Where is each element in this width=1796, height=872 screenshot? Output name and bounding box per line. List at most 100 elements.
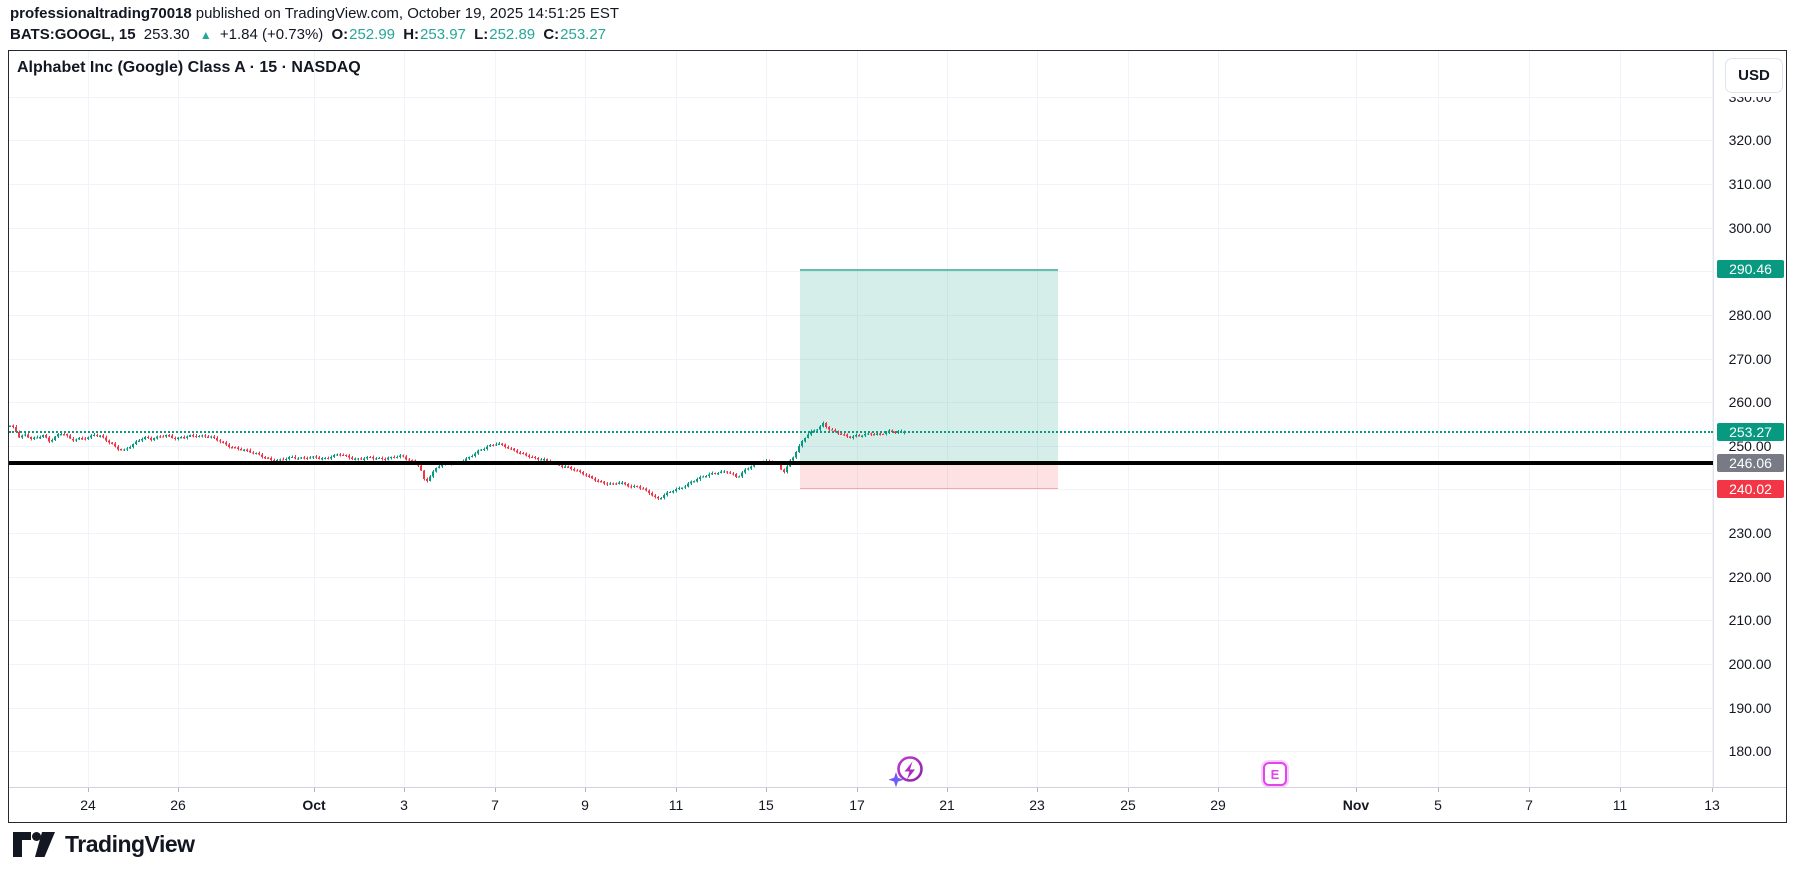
chart-widget[interactable]: Alphabet Inc (Google) Class A · 15 · NAS… [8,50,1787,823]
price-axis-label: 200.00 [1728,656,1772,672]
candle-wick [601,479,602,483]
candle-body [294,456,296,459]
candle-body [378,457,380,460]
candle-body [702,476,704,478]
candle-body [561,465,563,467]
candle-body [816,429,818,431]
candle-body [165,435,167,437]
currency-button[interactable]: USD [1725,58,1783,93]
tradingview-logo[interactable]: TradingView [12,831,195,858]
candle-body [675,489,677,492]
candle-body [39,437,41,439]
candle-body [795,452,797,458]
candle-body [495,444,497,446]
candle-body [873,434,875,436]
time-axis-tick [1356,788,1357,792]
candle-body [510,448,512,450]
time-axis-label: 17 [849,797,865,813]
candle-body [57,434,59,437]
candle-body [630,486,632,488]
candle-body [243,449,245,451]
candle-body [690,481,692,484]
price-scale[interactable]: 330.00320.00310.00300.00280.00270.00260.… [1713,51,1786,787]
candle-body [876,433,878,435]
candle-body [870,433,872,435]
horizontal-gridline [9,707,1713,709]
candle-body [219,440,221,442]
candle-body [867,433,869,435]
vertical-gridline [314,51,315,787]
time-axis-tick [495,788,496,792]
candle-body [849,436,851,438]
time-scale[interactable]: 24 26 Oct 3 7 9 11 15 17 21 23 25 29 Nov 5 7 11 13 [9,787,1786,822]
candle-body [246,449,248,451]
candle-body [45,435,47,438]
candle-body [729,472,731,474]
entry-price-line[interactable] [9,461,1713,465]
time-axis-label: 7 [1525,797,1533,813]
candle-body [75,439,77,441]
candle-body [792,457,794,461]
low-label: L: [474,26,489,43]
candle-body [261,454,263,457]
candle-body [297,458,299,460]
candle-body [63,434,65,436]
candle-body [648,490,650,494]
candle-body [252,452,254,454]
time-axis-tick [1037,788,1038,792]
candle-body [279,459,281,461]
candle-body [609,483,611,485]
long-position-profit-zone[interactable] [800,269,1058,461]
candle-body [12,425,14,427]
candle-body [117,446,119,450]
candle-body [171,435,173,438]
vertical-gridline [947,51,948,787]
horizontal-gridline [9,664,1713,665]
candle-body [237,447,239,450]
horizontal-gridline [9,358,1713,360]
candle-body [696,479,698,482]
candle-body [528,455,530,457]
vertical-gridline [1356,51,1357,787]
candle-body [9,425,11,427]
candle-body [483,448,485,450]
candle-body [108,440,110,443]
candle-body [585,474,587,476]
candle-body [591,476,593,479]
price-axis-label: 320.00 [1728,132,1772,149]
horizontal-gridline [9,314,1713,316]
candle-wick [577,468,578,472]
candle-wick [532,455,533,458]
candle-body [531,457,533,459]
flash-marker-icon[interactable] [888,754,928,787]
candle-wick [343,453,344,456]
candle-body [105,437,107,441]
candle-body [357,458,359,460]
candle-body [198,435,200,438]
candle-body [222,441,224,443]
candle-body [588,475,590,477]
lightning-bolt-icon [904,761,915,780]
candle-body [231,447,233,449]
candle-body [384,459,386,461]
candle-body [567,466,569,468]
candle-body [864,433,866,436]
candle-body [435,467,437,472]
candle-body [168,435,170,437]
candle-body [273,459,275,462]
price-badge-stop: 240.02 [1717,480,1784,499]
earnings-marker-icon[interactable]: E [1263,762,1287,786]
time-axis-tick [947,788,948,792]
candle-body [177,437,179,439]
long-position-loss-zone[interactable] [800,465,1058,490]
publish-header: professionaltrading70018 published on Tra… [10,5,619,22]
close-value: 253.27 [560,26,607,43]
candle-body [780,463,782,470]
candle-body [195,435,197,437]
candle-body [750,466,752,469]
plot-area[interactable]: Alphabet Inc (Google) Class A · 15 · NAS… [9,51,1713,787]
vertical-gridline [766,51,767,787]
candle-body [249,450,251,453]
candle-body [111,442,113,444]
candle-body [285,458,287,461]
